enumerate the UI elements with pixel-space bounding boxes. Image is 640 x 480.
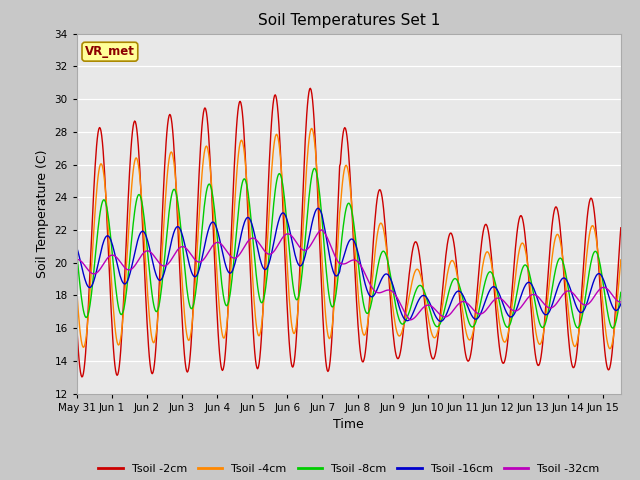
- Tsoil -16cm: [437, 318, 445, 324]
- Tsoil -2cm: [478, 239, 486, 245]
- Tsoil -2cm: [327, 350, 335, 356]
- Legend: Tsoil -2cm, Tsoil -4cm, Tsoil -8cm, Tsoil -16cm, Tsoil -32cm: Tsoil -2cm, Tsoil -4cm, Tsoil -8cm, Tsoi…: [93, 459, 604, 478]
- Tsoil -8cm: [617, 289, 625, 295]
- Tsoil -4cm: [464, 335, 472, 341]
- Tsoil -2cm: [617, 225, 625, 231]
- Tsoil -32cm: [478, 311, 486, 316]
- Tsoil -8cm: [305, 195, 313, 201]
- Tsoil -2cm: [73, 324, 81, 330]
- Tsoil -4cm: [606, 346, 614, 352]
- Tsoil -8cm: [311, 166, 319, 171]
- Tsoil -8cm: [477, 298, 484, 304]
- Tsoil -32cm: [617, 299, 625, 305]
- Tsoil -4cm: [305, 138, 313, 144]
- Tsoil -32cm: [75, 257, 83, 263]
- Tsoil -16cm: [478, 308, 486, 314]
- Tsoil -4cm: [73, 288, 81, 294]
- Tsoil -32cm: [407, 317, 415, 323]
- Tsoil -32cm: [318, 227, 326, 233]
- Tsoil -4cm: [75, 317, 83, 323]
- Y-axis label: Soil Temperature (C): Soil Temperature (C): [36, 149, 49, 278]
- Tsoil -8cm: [73, 251, 81, 257]
- Tsoil -32cm: [305, 245, 313, 251]
- Tsoil -16cm: [149, 261, 157, 266]
- Tsoil -8cm: [75, 273, 83, 279]
- Line: Tsoil -8cm: Tsoil -8cm: [77, 168, 621, 328]
- Line: Tsoil -32cm: Tsoil -32cm: [77, 230, 621, 320]
- Tsoil -4cm: [477, 274, 484, 280]
- Tsoil -4cm: [308, 126, 316, 132]
- Tsoil -2cm: [307, 85, 314, 91]
- Tsoil -32cm: [326, 241, 334, 247]
- Tsoil -4cm: [617, 257, 625, 263]
- Title: Soil Temperatures Set 1: Soil Temperatures Set 1: [258, 13, 440, 28]
- Tsoil -2cm: [75, 356, 83, 362]
- Tsoil -32cm: [149, 252, 157, 257]
- Tsoil -16cm: [326, 256, 334, 262]
- Tsoil -16cm: [75, 252, 83, 258]
- Tsoil -16cm: [465, 306, 472, 312]
- Line: Tsoil -2cm: Tsoil -2cm: [77, 88, 621, 377]
- Tsoil -8cm: [149, 298, 157, 303]
- Tsoil -8cm: [464, 316, 472, 322]
- X-axis label: Time: Time: [333, 418, 364, 431]
- Tsoil -32cm: [73, 256, 81, 262]
- Tsoil -2cm: [150, 367, 157, 372]
- Text: VR_met: VR_met: [85, 45, 135, 58]
- Tsoil -16cm: [315, 205, 323, 211]
- Tsoil -2cm: [306, 86, 314, 92]
- Tsoil -16cm: [617, 301, 625, 307]
- Tsoil -2cm: [78, 374, 86, 380]
- Tsoil -4cm: [149, 339, 157, 345]
- Tsoil -16cm: [305, 236, 313, 241]
- Tsoil -8cm: [609, 325, 616, 331]
- Tsoil -2cm: [465, 358, 472, 364]
- Tsoil -8cm: [326, 299, 334, 305]
- Line: Tsoil -4cm: Tsoil -4cm: [77, 129, 621, 349]
- Line: Tsoil -16cm: Tsoil -16cm: [77, 208, 621, 321]
- Tsoil -16cm: [73, 245, 81, 251]
- Tsoil -4cm: [326, 335, 334, 341]
- Tsoil -32cm: [465, 301, 472, 307]
